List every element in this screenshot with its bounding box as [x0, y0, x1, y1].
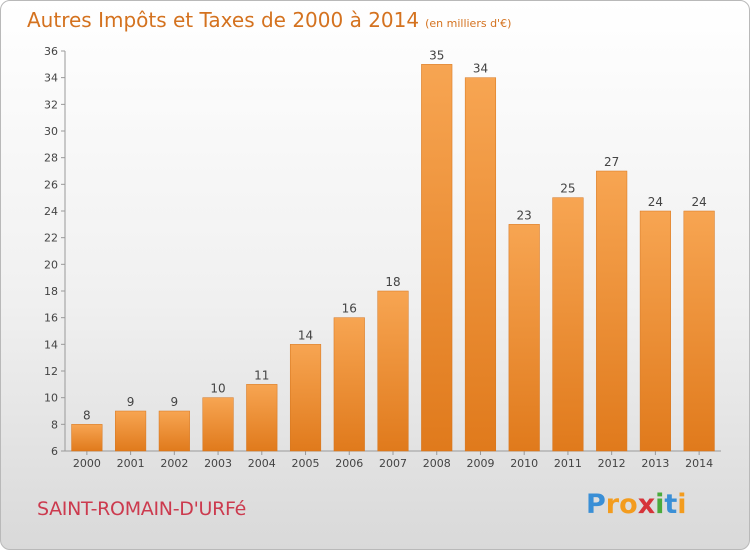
value-label-2009: 34: [473, 62, 488, 76]
y-tick-label: 16: [44, 312, 58, 325]
chart-title: Autres Impôts et Taxes de 2000 à 2014 (en…: [27, 8, 511, 32]
x-tick-label-2008: 2008: [423, 457, 451, 470]
x-tick-label-2004: 2004: [248, 457, 276, 470]
y-tick-label: 26: [44, 178, 58, 191]
y-tick-label: 34: [44, 72, 58, 85]
bar-2007: [377, 290, 409, 452]
y-axis: 6 8 10 12 14 16 18 20 22 24 26 28 30 32 34 36: [44, 45, 66, 458]
logo-letter: i: [677, 489, 687, 520]
y-tick-label: 12: [44, 365, 58, 378]
value-label-2012: 27: [604, 155, 619, 169]
chart-title-text: Autres Impôts et Taxes de 2000 à 2014: [27, 8, 420, 32]
x-tick-label-2010: 2010: [510, 457, 538, 470]
y-tick-label: 14: [44, 338, 58, 351]
y-tick-label: 22: [44, 232, 58, 245]
logo-letter: i: [655, 489, 665, 520]
bar-2003: [202, 397, 234, 452]
logo-letter: P: [586, 489, 606, 520]
commune-name: SAINT-ROMAIN-D'URFé: [37, 498, 247, 520]
y-tick-label: 24: [44, 205, 58, 218]
logo-letter: x: [637, 489, 656, 520]
y-tick-label: 36: [44, 45, 58, 58]
x-tick-label-2003: 2003: [204, 457, 232, 470]
chart-unit: (en milliers d'€): [425, 17, 512, 30]
x-tick-label-2001: 2001: [117, 457, 145, 470]
bar-2002: [158, 410, 190, 452]
logo-letter: t: [664, 489, 678, 520]
y-tick-label: 30: [44, 125, 58, 138]
x-tick-label-2005: 2005: [292, 457, 320, 470]
value-label-2001: 9: [127, 395, 135, 409]
bar-2008: [421, 64, 453, 452]
value-labels: 8 9 9 10 11 14 16 18 35 34 23 25 27 24 24: [83, 48, 707, 422]
y-tick-label: 8: [51, 418, 58, 431]
bar-2014: [683, 210, 715, 452]
x-tick-label-2011: 2011: [554, 457, 582, 470]
x-tick-label-2002: 2002: [160, 457, 188, 470]
x-tick-label-2014: 2014: [685, 457, 713, 470]
y-tick-label: 20: [44, 258, 58, 271]
value-label-2006: 16: [342, 302, 357, 316]
value-label-2010: 23: [517, 208, 532, 222]
value-label-2007: 18: [385, 275, 400, 289]
y-tick-label: 18: [44, 285, 58, 298]
value-label-2000: 8: [83, 408, 91, 422]
y-tick-label: 32: [44, 98, 58, 111]
value-label-2011: 25: [560, 182, 575, 196]
x-axis: 2000 2001 2002 2003 2004 2005 2006 2007 2008 2009…: [65, 450, 721, 470]
x-tick-label-2007: 2007: [379, 457, 407, 470]
bar-2009: [464, 77, 497, 452]
logo-letter: r: [605, 489, 620, 520]
x-tick-label-2012: 2012: [598, 457, 626, 470]
bar-2005: [289, 344, 322, 452]
value-label-2004: 11: [254, 368, 269, 382]
x-tick-label-2000: 2000: [73, 457, 101, 470]
bar-2000: [71, 424, 103, 452]
bar-2013: [639, 210, 671, 452]
value-label-2005: 14: [298, 328, 313, 342]
y-tick-label: 10: [44, 392, 58, 405]
bar-2012: [596, 170, 628, 452]
bar-2006: [333, 317, 365, 452]
logo-letter: o: [619, 489, 638, 520]
value-label-2003: 10: [210, 382, 225, 396]
value-label-2014: 24: [691, 195, 706, 209]
bar-2001: [115, 410, 147, 452]
bars: [71, 64, 715, 452]
value-label-2008: 35: [429, 48, 444, 62]
bar-2011: [552, 197, 584, 452]
proxiti-logo: Proxiti: [586, 489, 687, 520]
x-tick-label-2006: 2006: [335, 457, 363, 470]
bar-2010: [508, 224, 540, 452]
bar-2004: [246, 384, 278, 452]
x-tick-label-2009: 2009: [466, 457, 494, 470]
y-tick-label: 6: [51, 445, 58, 458]
value-label-2002: 9: [171, 395, 179, 409]
x-tick-label-2013: 2013: [641, 457, 669, 470]
value-label-2013: 24: [648, 195, 663, 209]
y-tick-label: 28: [44, 152, 58, 165]
